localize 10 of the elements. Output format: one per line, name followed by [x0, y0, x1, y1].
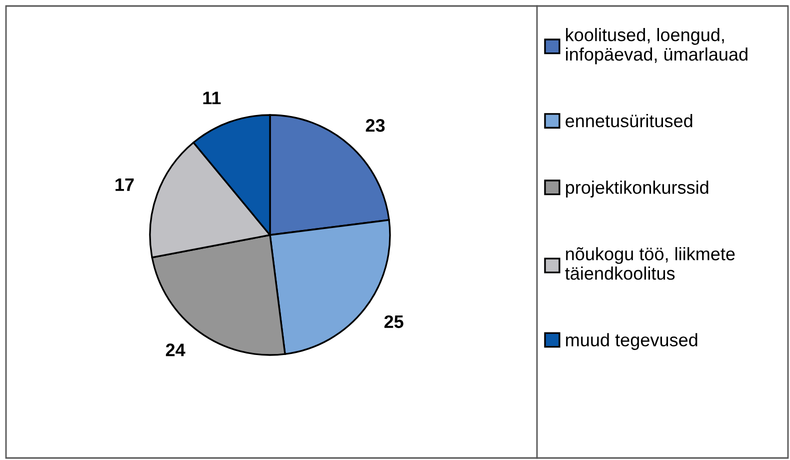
legend-label: koolitused, loengud, infopäevad, ümarlauad [566, 28, 748, 64]
legend-label: muud tegevused [566, 333, 698, 350]
data-label: 23 [366, 119, 385, 132]
data-label: 17 [116, 178, 134, 191]
legend-label: ennetusüritused [566, 114, 692, 128]
data-label: 25 [384, 315, 404, 328]
data-label: 24 [166, 344, 186, 356]
legend-label: projektikonkurssid [566, 180, 708, 198]
legend-label: nõukogu töö, liikmete täiendkoolitus [565, 247, 735, 280]
data-label: 11 [203, 92, 221, 104]
